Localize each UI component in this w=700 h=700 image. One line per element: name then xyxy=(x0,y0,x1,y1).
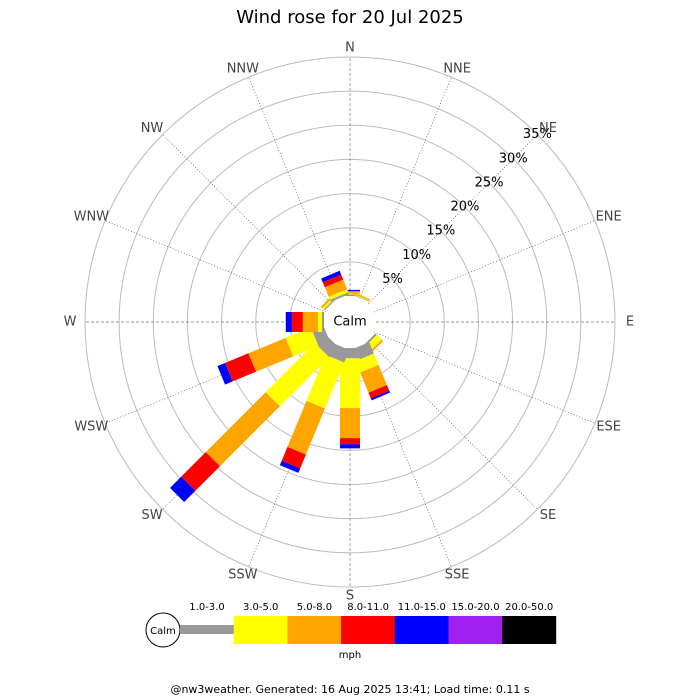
bar-segment xyxy=(317,312,322,332)
spoke xyxy=(373,220,595,313)
chart-title: Wind rose for 20 Jul 2025 xyxy=(236,7,464,28)
bar-segment xyxy=(322,274,344,288)
r-tick-label: 25% xyxy=(475,175,504,190)
bar-segment xyxy=(306,354,345,409)
bar-segment xyxy=(340,358,360,409)
bar-segment xyxy=(340,289,360,292)
bar-segment xyxy=(370,390,391,401)
direction-label: SSE xyxy=(445,568,470,583)
spoke xyxy=(368,340,538,510)
bar-segment xyxy=(224,353,256,382)
bar-segment xyxy=(340,408,360,439)
bar-segment xyxy=(302,312,318,332)
bar-segment xyxy=(248,337,294,372)
r-tick-label: 15% xyxy=(426,224,455,239)
direction-label: S xyxy=(346,589,354,604)
r-tick-label: 35% xyxy=(523,127,552,142)
direction-label: E xyxy=(626,315,634,330)
bar-segment xyxy=(360,364,387,393)
bar-segment xyxy=(287,400,325,455)
bar-segment xyxy=(350,293,370,302)
legend-label: 15.0-20.0 xyxy=(451,602,499,613)
calm-circle xyxy=(325,297,375,347)
spoke xyxy=(105,220,327,313)
bar-segment xyxy=(328,289,349,300)
direction-label: NNE xyxy=(443,61,471,76)
legend-label: 11.0-15.0 xyxy=(398,602,446,613)
bar-segment xyxy=(340,348,360,359)
spoke xyxy=(373,331,595,424)
bar-segment xyxy=(324,279,348,297)
direction-label: ESE xyxy=(596,419,621,434)
legend-calm-label: Calm xyxy=(150,626,176,637)
bar-segment xyxy=(340,438,360,445)
footer: @nw3weather. Generated: 16 Aug 2025 13:4… xyxy=(170,683,529,696)
bar-segment xyxy=(265,342,330,407)
direction-label: ENE xyxy=(596,210,622,225)
bar-segment xyxy=(279,460,301,473)
direction-label: SW xyxy=(141,508,162,523)
direction-label: W xyxy=(64,315,77,330)
legend-swatch xyxy=(341,616,396,644)
bar-segment xyxy=(368,385,390,399)
grid-ring xyxy=(84,56,616,588)
bar-segment xyxy=(285,327,319,357)
bar-segment xyxy=(281,446,306,469)
bar-segment xyxy=(351,291,371,301)
spoke xyxy=(162,134,332,304)
r-tick-label: 20% xyxy=(451,200,480,215)
bar-segment xyxy=(170,476,196,502)
direction-label: NW xyxy=(141,121,164,136)
bar-segment xyxy=(340,444,360,449)
legend-swatch xyxy=(287,616,342,644)
direction-label: NE xyxy=(539,121,557,136)
legend-label: 1.0-3.0 xyxy=(189,602,224,613)
legend-unit: mph xyxy=(339,650,361,661)
grid-ring xyxy=(118,90,582,554)
bar-segment xyxy=(355,353,379,373)
bar-segment xyxy=(350,292,370,302)
bar-segment xyxy=(217,362,233,385)
legend-swatch xyxy=(233,616,288,644)
direction-label: SE xyxy=(540,508,556,523)
direction-label: WNW xyxy=(74,210,110,225)
direction-label: N xyxy=(345,41,355,56)
direction-label: WSW xyxy=(74,419,108,434)
r-tick-label: 30% xyxy=(499,151,528,166)
spoke xyxy=(248,77,341,299)
legend-label: 5.0-8.0 xyxy=(297,602,332,613)
legend-label: 8.0-11.0 xyxy=(347,602,389,613)
r-tick-label: 5% xyxy=(382,272,403,287)
bar-segment xyxy=(330,292,350,302)
legend-swatch xyxy=(448,616,503,644)
legend-label: 20.0-50.0 xyxy=(505,602,553,613)
direction-label: NNW xyxy=(227,61,259,76)
legend-swatch xyxy=(180,625,234,634)
legend-swatch xyxy=(502,616,557,644)
calm-label: Calm xyxy=(333,315,366,330)
legend-label: 3.0-5.0 xyxy=(243,602,278,613)
bar-segment xyxy=(321,312,324,332)
spoke xyxy=(368,134,538,304)
bar-segment xyxy=(321,270,342,283)
bar-segment xyxy=(340,291,360,294)
direction-label: SSW xyxy=(228,568,258,583)
spoke xyxy=(359,77,452,299)
bar-segment xyxy=(291,312,303,332)
bar-segment xyxy=(340,294,360,296)
bar-segment xyxy=(285,312,292,332)
bar-segment xyxy=(205,392,280,467)
bar-segment xyxy=(181,452,220,491)
bar-segment xyxy=(340,293,360,295)
legend-swatch xyxy=(394,616,449,644)
r-tick-label: 10% xyxy=(402,248,431,263)
